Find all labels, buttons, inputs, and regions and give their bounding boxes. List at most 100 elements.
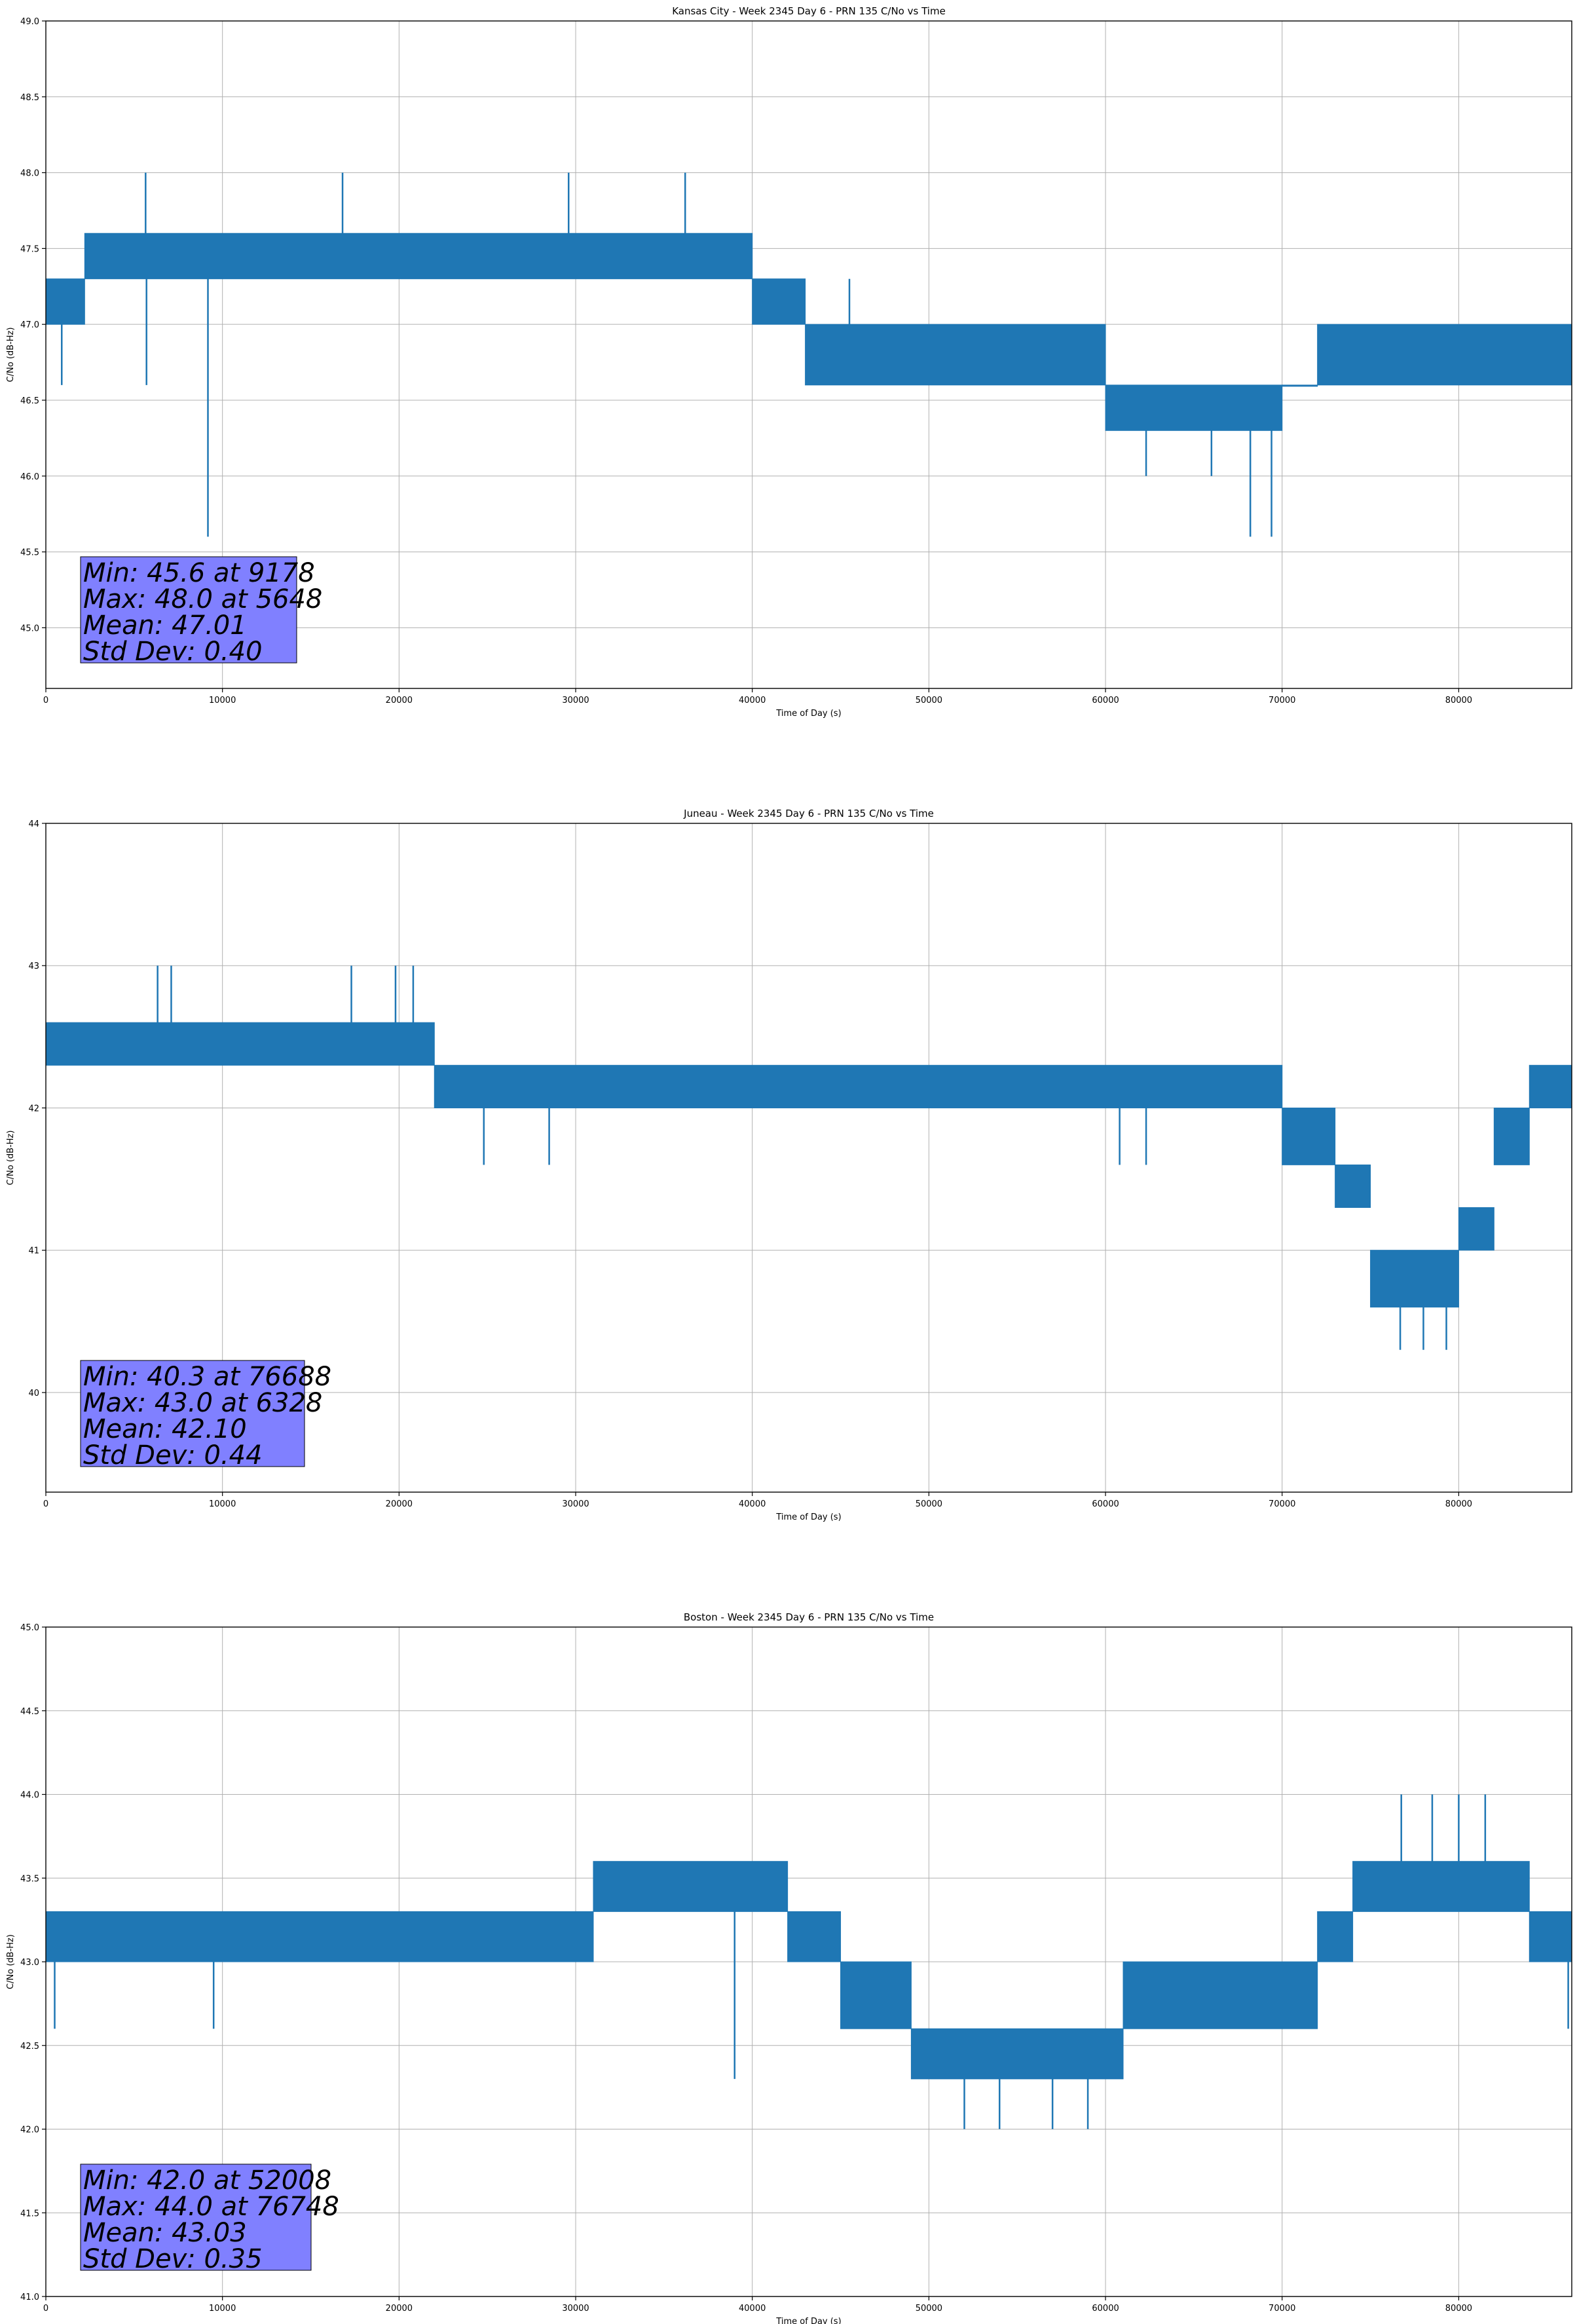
data-band	[1317, 1911, 1354, 1962]
stats-box	[80, 556, 297, 664]
data-band	[1282, 1107, 1336, 1165]
x-tick-label: 10000	[209, 696, 236, 705]
x-tick-label: 20000	[386, 696, 413, 705]
y-tick-label: 43.0	[20, 1958, 39, 1968]
x-tick-label: 70000	[1269, 696, 1295, 705]
data-band	[1458, 1207, 1494, 1251]
stats-std: Std Dev: 0.35	[83, 2244, 263, 2274]
x-tick-label: 50000	[916, 1499, 942, 1509]
data-band	[840, 1961, 912, 2029]
data-band	[1493, 1107, 1530, 1165]
data-band	[1352, 1861, 1530, 1912]
x-tick-label: 40000	[739, 2304, 766, 2314]
y-tick-label: 43.5	[20, 1874, 39, 1884]
x-tick-label: 0	[43, 696, 48, 705]
y-axis-label: C/No (dB-Hz)	[6, 1934, 16, 1989]
stats-max: Max: 43.0 at 6328	[83, 1388, 322, 1418]
stats-max: Max: 48.0 at 5648	[83, 584, 322, 614]
x-axis-label: Time of Day (s)	[775, 1512, 841, 1522]
y-tick-label: 49.0	[20, 17, 39, 27]
x-tick-label: 70000	[1269, 2304, 1295, 2314]
x-tick-label: 20000	[386, 1499, 413, 1509]
stats-min: Min: 42.0 at 52008	[83, 2165, 331, 2196]
stats-mean: Mean: 42.10	[83, 1414, 247, 1444]
chart-title: Kansas City - Week 2345 Day 6 - PRN 135 …	[672, 5, 946, 17]
x-tick-label: 80000	[1445, 2304, 1472, 2314]
x-axis-label: Time of Day (s)	[775, 709, 841, 719]
data-band	[45, 1022, 435, 1066]
y-tick-label: 45.0	[20, 624, 39, 633]
y-tick-label: 41.0	[20, 2293, 39, 2302]
x-tick-label: 50000	[916, 696, 942, 705]
y-tick-label: 48.0	[20, 169, 39, 179]
chart-title: Juneau - Week 2345 Day 6 - PRN 135 C/No …	[683, 808, 934, 819]
stats-mean: Mean: 47.01	[83, 610, 247, 641]
data-band	[45, 1911, 594, 1962]
stats-min: Min: 40.3 at 76688	[83, 1362, 331, 1392]
stats-box	[80, 1360, 305, 1467]
x-tick-label: 80000	[1445, 1499, 1472, 1509]
x-tick-label: 10000	[209, 2304, 236, 2314]
y-tick-label: 47.0	[20, 320, 39, 330]
data-band	[45, 278, 85, 325]
x-tick-label: 0	[43, 2304, 48, 2314]
x-tick-label: 40000	[739, 696, 766, 705]
data-band	[1370, 1250, 1459, 1308]
chart-panel-1: 0 10000 20000 30000 40000 50000 60000 70000 8000…	[6, 808, 1572, 1522]
data-band	[1529, 1911, 1572, 1962]
y-tick-label: 40	[28, 1389, 39, 1398]
x-tick-label: 60000	[1092, 2304, 1119, 2314]
y-tick-label: 44.0	[20, 1791, 39, 1801]
data-band	[787, 1911, 842, 1962]
x-tick-label: 10000	[209, 1499, 236, 1509]
axes-frame	[45, 823, 1572, 1493]
data-band	[84, 233, 753, 280]
y-tick-label: 44	[28, 819, 39, 829]
x-tick-label: 30000	[562, 1499, 589, 1509]
x-tick-label: 50000	[916, 2304, 942, 2314]
stats-max: Max: 44.0 at 76748	[83, 2192, 339, 2222]
y-tick-label: 42.0	[20, 2126, 39, 2135]
chart-title: Boston - Week 2345 Day 6 - PRN 135 C/No …	[684, 1611, 934, 1623]
data-band	[593, 1861, 788, 1912]
data-band	[752, 278, 806, 325]
stats-box	[80, 2164, 312, 2271]
stats-std: Std Dev: 0.44	[83, 1440, 263, 1471]
x-tick-label: 40000	[739, 1499, 766, 1509]
stats-std: Std Dev: 0.40	[83, 637, 263, 667]
x-tick-label: 70000	[1269, 1499, 1295, 1509]
y-tick-label: 46.0	[20, 472, 39, 482]
axes-frame	[45, 20, 1572, 689]
stats-min: Min: 45.6 at 9178	[83, 558, 315, 588]
data-band	[1282, 384, 1318, 387]
y-tick-label: 48.5	[20, 93, 39, 103]
x-tick-label: 60000	[1092, 696, 1119, 705]
x-tick-label: 20000	[386, 2304, 413, 2314]
y-axis-label: C/No (dB-Hz)	[6, 328, 16, 383]
chart-panel-2: 0 10000 20000 30000 40000 50000 60000 70000 8000…	[6, 1611, 1572, 2324]
y-tick-label: 42	[28, 1104, 39, 1114]
x-tick-label: 30000	[562, 2304, 589, 2314]
y-tick-label: 46.5	[20, 396, 39, 406]
x-axis-label: Time of Day (s)	[775, 2317, 841, 2324]
y-tick-label: 41.5	[20, 2209, 39, 2219]
chart-panel-0: 0 10000 20000 30000 40000 50000 60000 70000 8000…	[6, 5, 1572, 719]
y-tick-label: 43	[28, 962, 39, 971]
data-band	[1335, 1164, 1371, 1209]
y-axis-label: C/No (dB-Hz)	[6, 1131, 16, 1186]
stats-mean: Mean: 43.03	[83, 2218, 247, 2248]
y-tick-label: 44.5	[20, 1707, 39, 1717]
data-band	[1529, 1064, 1572, 1108]
data-band	[1122, 1961, 1318, 2029]
data-band	[910, 2028, 1124, 2080]
y-tick-label: 47.5	[20, 244, 39, 254]
x-tick-label: 80000	[1445, 696, 1472, 705]
data-band	[805, 324, 1106, 386]
x-tick-label: 30000	[562, 696, 589, 705]
data-band	[1105, 384, 1283, 431]
x-tick-label: 60000	[1092, 1499, 1119, 1509]
y-tick-label: 41	[28, 1246, 39, 1256]
data-band	[1317, 324, 1572, 386]
x-tick-label: 0	[43, 1499, 48, 1509]
